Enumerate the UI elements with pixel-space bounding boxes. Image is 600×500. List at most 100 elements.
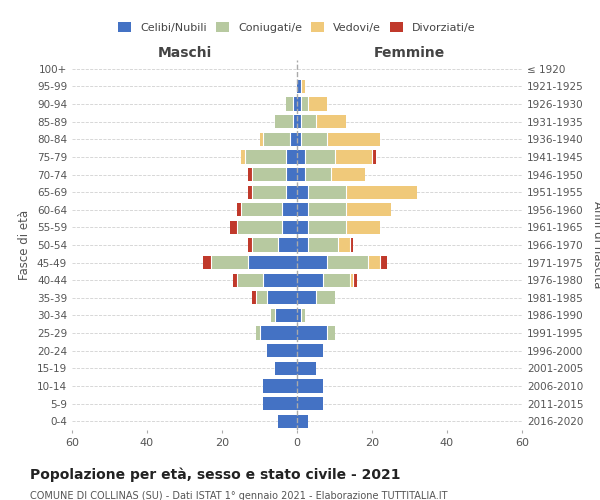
Bar [252, 238, 278, 252]
Bar [256, 291, 267, 304]
Bar [252, 168, 286, 181]
Bar [346, 221, 380, 234]
Bar [241, 150, 245, 164]
Bar [263, 274, 297, 287]
Bar [308, 186, 346, 198]
Bar [297, 414, 308, 428]
Bar [301, 115, 316, 128]
Text: COMUNE DI COLLINAS (SU) - Dati ISTAT 1° gennaio 2021 - Elaborazione TUTTITALIA.I: COMUNE DI COLLINAS (SU) - Dati ISTAT 1° … [30, 491, 448, 500]
Bar [233, 274, 237, 287]
Bar [248, 186, 252, 198]
Y-axis label: Fasce di età: Fasce di età [19, 210, 31, 280]
Bar [248, 168, 252, 181]
Bar [308, 98, 327, 110]
Bar [297, 238, 308, 252]
Bar [286, 150, 297, 164]
Bar [203, 256, 211, 269]
Bar [286, 168, 297, 181]
Bar [305, 150, 335, 164]
Bar [278, 414, 297, 428]
Bar [380, 256, 387, 269]
Bar [297, 362, 316, 375]
Bar [301, 309, 305, 322]
Bar [297, 203, 308, 216]
Bar [297, 344, 323, 358]
Bar [305, 168, 331, 181]
Bar [241, 203, 282, 216]
Y-axis label: Anni di nascita: Anni di nascita [590, 202, 600, 288]
Bar [301, 80, 305, 93]
Bar [275, 362, 297, 375]
Bar [301, 132, 327, 146]
Bar [327, 326, 335, 340]
Bar [297, 326, 327, 340]
Bar [237, 203, 241, 216]
Bar [297, 291, 316, 304]
Bar [282, 221, 297, 234]
Text: Femmine: Femmine [374, 46, 445, 60]
Bar [248, 256, 297, 269]
Bar [297, 380, 323, 392]
Bar [323, 274, 349, 287]
Bar [297, 80, 301, 93]
Bar [293, 98, 297, 110]
Bar [372, 150, 376, 164]
Bar [368, 256, 380, 269]
Bar [316, 115, 346, 128]
Bar [275, 309, 297, 322]
Bar [297, 132, 301, 146]
Bar [349, 274, 353, 287]
Bar [335, 150, 372, 164]
Bar [286, 186, 297, 198]
Bar [308, 238, 338, 252]
Bar [297, 150, 305, 164]
Bar [290, 132, 297, 146]
Bar [349, 238, 353, 252]
Bar [331, 168, 365, 181]
Bar [267, 344, 297, 358]
Bar [282, 203, 297, 216]
Bar [297, 397, 323, 410]
Bar [327, 256, 368, 269]
Legend: Celibi/Nubili, Coniugati/e, Vedovi/e, Divorziati/e: Celibi/Nubili, Coniugati/e, Vedovi/e, Di… [114, 18, 480, 37]
Bar [260, 326, 297, 340]
Bar [278, 238, 297, 252]
Bar [297, 168, 305, 181]
Bar [353, 274, 357, 287]
Bar [297, 186, 308, 198]
Bar [316, 291, 335, 304]
Bar [275, 115, 293, 128]
Bar [245, 150, 286, 164]
Bar [271, 309, 275, 322]
Bar [327, 132, 380, 146]
Bar [301, 98, 308, 110]
Bar [308, 221, 346, 234]
Bar [263, 397, 297, 410]
Bar [297, 274, 323, 287]
Bar [346, 186, 417, 198]
Bar [252, 186, 286, 198]
Bar [256, 326, 260, 340]
Bar [346, 203, 391, 216]
Bar [297, 98, 301, 110]
Bar [293, 115, 297, 128]
Bar [237, 221, 282, 234]
Bar [263, 132, 290, 146]
Bar [248, 238, 252, 252]
Bar [297, 221, 308, 234]
Text: Maschi: Maschi [157, 46, 212, 60]
Bar [211, 256, 248, 269]
Bar [338, 238, 349, 252]
Bar [297, 115, 301, 128]
Bar [252, 291, 256, 304]
Bar [286, 98, 293, 110]
Bar [229, 221, 237, 234]
Bar [308, 203, 346, 216]
Bar [263, 380, 297, 392]
Bar [267, 291, 297, 304]
Bar [297, 256, 327, 269]
Text: Popolazione per età, sesso e stato civile - 2021: Popolazione per età, sesso e stato civil… [30, 468, 401, 482]
Bar [237, 274, 263, 287]
Bar [297, 309, 301, 322]
Bar [260, 132, 263, 146]
